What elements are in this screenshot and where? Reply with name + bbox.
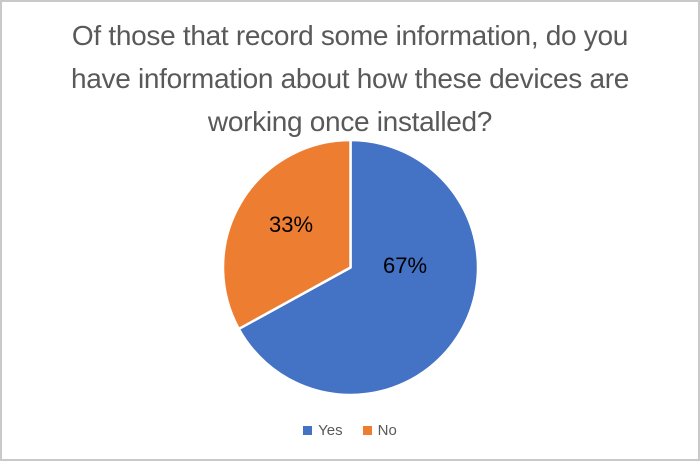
data-label-yes: 67% — [382, 253, 428, 278]
legend-item-yes: Yes — [303, 422, 343, 439]
legend-item-no: No — [362, 422, 397, 439]
pie-slice-no — [221, 138, 352, 331]
data-label-no: 33% — [268, 212, 314, 237]
legend-marker-no — [362, 426, 372, 435]
chart-title-line: have information about how these devices… — [70, 63, 630, 94]
legend-label-no: No — [377, 422, 397, 439]
legend-label-yes: Yes — [318, 422, 343, 439]
pie-slice-yes — [237, 138, 480, 397]
chart-title-line: working once installed? — [207, 106, 493, 137]
chart-title-line: Of those that record some information, d… — [71, 20, 629, 51]
legend-marker-yes — [303, 426, 313, 435]
chart-title: Of those that record some information, d… — [2, 14, 698, 143]
legend: Yes No — [2, 422, 698, 439]
